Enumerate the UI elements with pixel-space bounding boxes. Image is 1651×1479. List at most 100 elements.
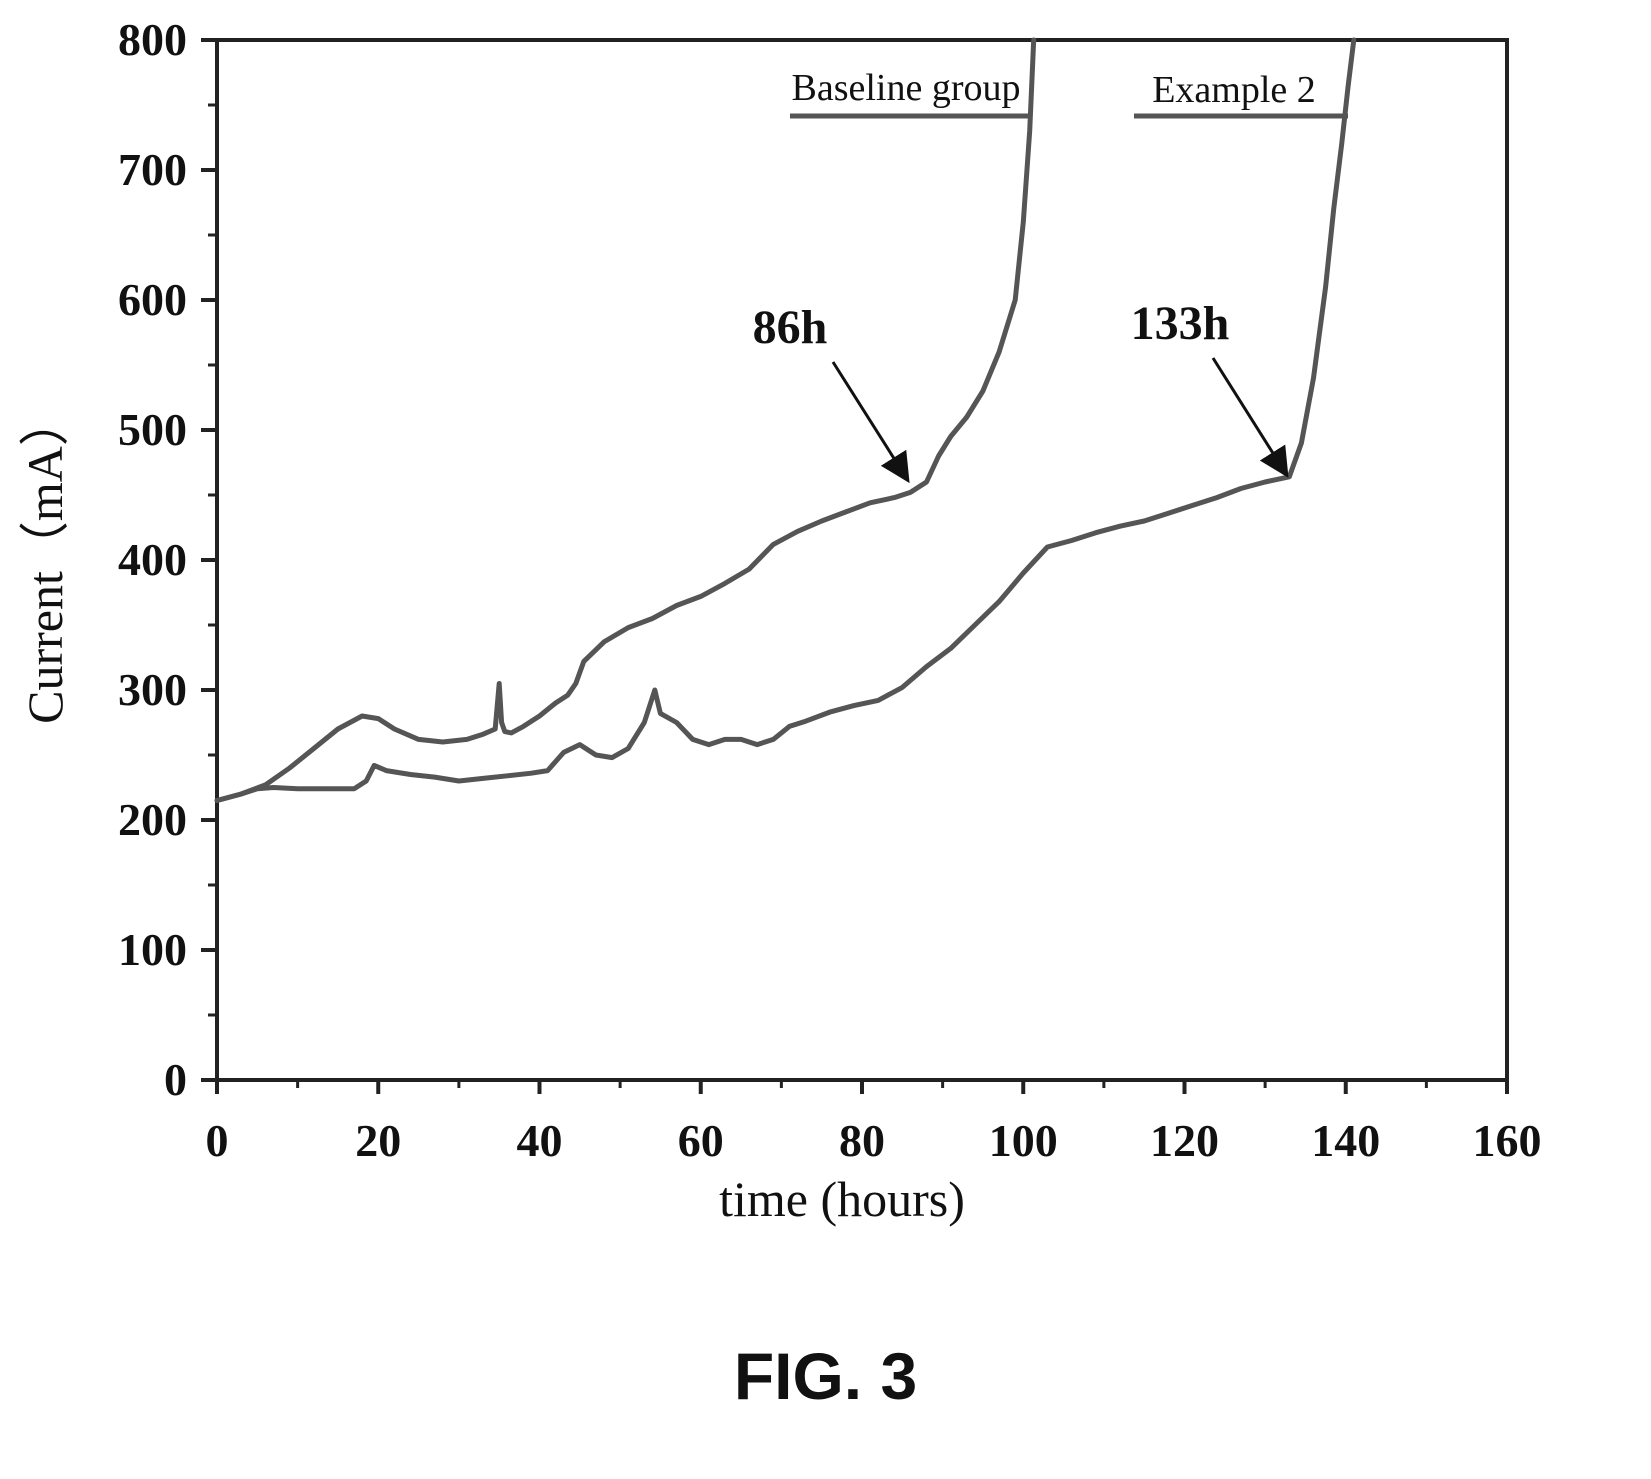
data-point-example-2 bbox=[723, 737, 727, 742]
data-point-example-2 bbox=[1118, 524, 1122, 528]
data-point-baseline-group bbox=[699, 594, 703, 599]
data-point-example-2 bbox=[1239, 486, 1243, 491]
data-point-example-2 bbox=[296, 787, 300, 791]
data-point-baseline-group bbox=[602, 640, 606, 644]
data-point-example-2 bbox=[707, 743, 711, 747]
data-point-baseline-group bbox=[981, 389, 985, 393]
data-point-example-2 bbox=[900, 685, 904, 690]
data-point-example-2 bbox=[408, 772, 413, 777]
data-point-example-2 bbox=[481, 776, 485, 781]
annotation-label: 86h bbox=[753, 301, 828, 354]
series-layer bbox=[214, 37, 1357, 803]
data-point-example-2 bbox=[546, 769, 550, 773]
data-point-example-2 bbox=[384, 769, 388, 773]
y-tick-label: 0 bbox=[164, 1054, 187, 1105]
y-tick-label: 400 bbox=[118, 534, 187, 585]
data-point-example-2 bbox=[1263, 480, 1267, 484]
data-point-baseline-group bbox=[844, 510, 848, 514]
x-tick-label: 100 bbox=[989, 1115, 1058, 1166]
x-tick-label: 0 bbox=[206, 1115, 229, 1166]
data-point-example-2 bbox=[433, 775, 437, 779]
data-point-baseline-group bbox=[288, 766, 292, 770]
data-point-example-2 bbox=[771, 737, 775, 742]
axis-ticks: 0 20 40 60 80 100 120 140 160 0 100 200 300 400 500 600… bbox=[118, 14, 1542, 1166]
data-point-example-2 bbox=[653, 688, 657, 692]
data-point-example-2 bbox=[1215, 496, 1219, 500]
data-point-baseline-group bbox=[820, 519, 824, 523]
y-axis-title: Current（mA） bbox=[17, 396, 73, 724]
data-point-example-2 bbox=[1299, 441, 1303, 445]
data-point-example-2 bbox=[876, 698, 880, 703]
data-point-example-2 bbox=[642, 720, 646, 725]
data-point-example-2 bbox=[1340, 142, 1344, 146]
data-point-baseline-group bbox=[481, 732, 485, 736]
annotation-layer: 86h 133h bbox=[753, 297, 1289, 484]
data-point-baseline-group bbox=[1028, 129, 1032, 133]
current-vs-time-chart: 0 20 40 60 80 100 120 140 160 0 100 200 300 400 500 600… bbox=[17, 14, 1542, 1227]
data-point-example-2 bbox=[675, 720, 679, 725]
data-point-baseline-group bbox=[441, 740, 445, 744]
data-point-baseline-group bbox=[937, 454, 941, 458]
data-point-baseline-group bbox=[747, 567, 751, 571]
data-point-baseline-group bbox=[650, 616, 655, 621]
data-point-baseline-group bbox=[997, 350, 1001, 354]
data-point-example-2 bbox=[239, 792, 243, 796]
data-point-example-2 bbox=[1021, 571, 1025, 575]
figure-caption: FIG. 3 bbox=[733, 1339, 918, 1413]
data-point-baseline-group bbox=[1032, 38, 1036, 42]
x-tick-label: 20 bbox=[355, 1115, 401, 1166]
legend-label-baseline-group: Baseline group bbox=[791, 67, 1020, 109]
y-tick-label: 700 bbox=[118, 144, 187, 195]
data-point-example-2 bbox=[755, 743, 759, 747]
x-tick-label: 80 bbox=[839, 1115, 885, 1166]
data-point-example-2 bbox=[1346, 83, 1350, 88]
data-point-example-2 bbox=[787, 724, 792, 729]
y-tick-label: 200 bbox=[118, 794, 187, 845]
data-point-example-2 bbox=[997, 600, 1001, 604]
data-point-example-2 bbox=[852, 704, 856, 708]
data-point-baseline-group bbox=[1021, 220, 1025, 224]
data-point-example-2 bbox=[320, 787, 324, 791]
data-point-example-2 bbox=[949, 646, 953, 651]
y-tick-label: 300 bbox=[118, 664, 187, 715]
y-tick-label: 500 bbox=[118, 404, 187, 455]
data-point-example-2 bbox=[1324, 285, 1328, 289]
data-point-baseline-group bbox=[509, 731, 513, 735]
data-point-example-2 bbox=[658, 711, 663, 716]
y-tick-label: 800 bbox=[118, 14, 187, 65]
data-point-example-2 bbox=[271, 785, 275, 790]
data-point-example-2 bbox=[255, 787, 259, 791]
series-line-example-2 bbox=[214, 37, 1357, 803]
x-tick-label: 160 bbox=[1473, 1115, 1542, 1166]
data-point-example-2 bbox=[973, 623, 977, 627]
data-point-example-2 bbox=[1191, 503, 1195, 507]
data-point-example-2 bbox=[578, 743, 582, 747]
y-tick-label: 600 bbox=[118, 274, 187, 325]
data-point-baseline-group bbox=[521, 724, 526, 729]
legend-layer: Baseline group Example 2 bbox=[790, 67, 1348, 119]
data-point-baseline-group bbox=[503, 730, 507, 734]
data-point-baseline-group bbox=[1013, 298, 1017, 302]
data-point-example-2 bbox=[562, 750, 566, 755]
data-point-baseline-group bbox=[497, 681, 501, 686]
annotation-arrow bbox=[831, 361, 910, 484]
series-line-baseline-group bbox=[214, 37, 1037, 803]
data-point-example-2 bbox=[1045, 545, 1049, 549]
data-point-baseline-group bbox=[392, 727, 396, 731]
data-point-example-2 bbox=[1070, 538, 1074, 543]
y-tick-label: 100 bbox=[118, 924, 187, 975]
data-point-example-2 bbox=[1332, 207, 1336, 211]
x-axis-title: time (hours) bbox=[719, 1171, 965, 1227]
data-point-baseline-group bbox=[949, 434, 953, 439]
data-point-baseline-group bbox=[312, 746, 316, 751]
data-point-example-2 bbox=[529, 771, 534, 775]
data-point-baseline-group bbox=[493, 727, 497, 731]
data-point-example-2 bbox=[691, 737, 695, 742]
data-point-example-2 bbox=[1142, 519, 1146, 523]
data-point-baseline-group bbox=[924, 480, 929, 484]
data-point-baseline-group bbox=[965, 415, 969, 419]
x-tick-label: 60 bbox=[678, 1115, 724, 1166]
annotation-label: 133h bbox=[1131, 297, 1230, 350]
data-point-baseline-group bbox=[771, 542, 775, 547]
